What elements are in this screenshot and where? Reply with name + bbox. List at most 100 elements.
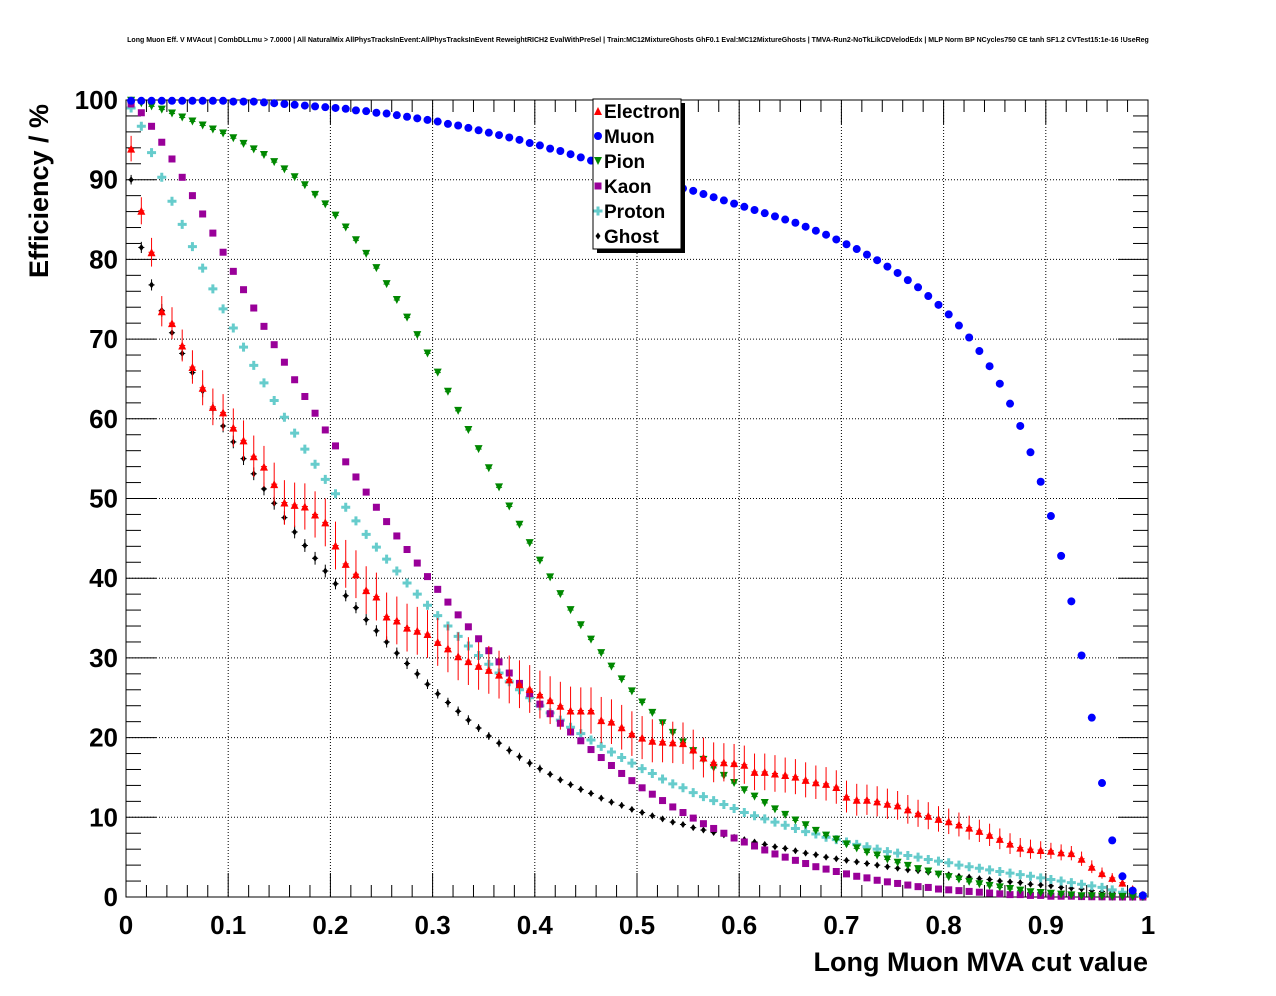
- series-proton: [126, 103, 1148, 901]
- data-point: [986, 889, 994, 897]
- data-point: [924, 811, 933, 820]
- data-point: [618, 769, 626, 777]
- data-point: [219, 96, 228, 105]
- data-point: [373, 627, 379, 635]
- data-point: [1087, 881, 1097, 891]
- data-point: [1087, 713, 1096, 722]
- data-point: [792, 847, 798, 855]
- data-point: [729, 804, 739, 814]
- data-point: [157, 96, 166, 105]
- data-point: [127, 96, 136, 105]
- data-point: [709, 193, 718, 202]
- data-point: [1058, 883, 1064, 891]
- data-point: [484, 128, 493, 137]
- data-point: [689, 186, 698, 195]
- data-point: [1077, 892, 1086, 901]
- data-point: [556, 701, 565, 710]
- data-point: [698, 792, 708, 802]
- data-point: [790, 823, 800, 833]
- data-point: [924, 883, 932, 891]
- data-point: [403, 623, 412, 632]
- data-point: [913, 852, 923, 862]
- data-point: [178, 173, 186, 181]
- data-point: [311, 190, 320, 199]
- data-point: [280, 165, 289, 174]
- data-point: [250, 304, 258, 312]
- data-point: [883, 878, 891, 886]
- data-point: [760, 814, 770, 824]
- data-point: [525, 539, 534, 548]
- data-point: [709, 758, 718, 767]
- data-point: [208, 402, 217, 411]
- data-point: [279, 412, 289, 422]
- data-point: [556, 590, 565, 599]
- data-point: [270, 158, 279, 167]
- data-point: [760, 209, 769, 218]
- data-point: [587, 635, 596, 644]
- data-point: [505, 133, 514, 142]
- data-point: [219, 248, 227, 256]
- data-point: [1046, 874, 1056, 884]
- data-point: [535, 690, 544, 699]
- data-point: [229, 267, 237, 275]
- data-point: [720, 829, 728, 837]
- data-point: [690, 824, 696, 832]
- data-point: [413, 559, 421, 567]
- data-point: [852, 245, 861, 254]
- data-point: [933, 856, 943, 866]
- data-point: [310, 459, 320, 469]
- data-point: [464, 623, 472, 631]
- legend-label-kaon: Kaon: [604, 177, 652, 198]
- data-point: [781, 853, 789, 861]
- data-point: [893, 801, 902, 810]
- data-point: [474, 445, 483, 454]
- data-point: [321, 103, 330, 112]
- data-point: [638, 698, 647, 707]
- legend-label-pion: Pion: [604, 152, 645, 173]
- data-point: [1098, 779, 1107, 788]
- data-point: [954, 860, 964, 870]
- data-point: [147, 148, 157, 158]
- data-point: [740, 838, 748, 846]
- data-point: [638, 733, 647, 742]
- data-point: [188, 96, 197, 105]
- data-point: [903, 851, 913, 861]
- legend-label-muon: Muon: [604, 127, 655, 148]
- data-point: [496, 739, 502, 747]
- data-point: [435, 690, 441, 698]
- data-point: [414, 670, 420, 678]
- data-point: [351, 236, 360, 245]
- data-point: [914, 283, 923, 292]
- data-point: [689, 745, 698, 754]
- data-point: [311, 510, 320, 519]
- data-point: [239, 139, 248, 148]
- data-point: [924, 292, 933, 301]
- data-point: [454, 611, 462, 619]
- data-point: [259, 98, 268, 107]
- data-point: [954, 321, 963, 330]
- x-tick-label: 1: [1141, 910, 1155, 940]
- data-point: [382, 554, 392, 564]
- data-point: [659, 797, 667, 805]
- legend-marker-ghost: [595, 232, 601, 240]
- data-point: [392, 296, 401, 305]
- data-point: [832, 783, 841, 792]
- data-point: [167, 196, 177, 206]
- data-point: [680, 820, 686, 828]
- data-point: [801, 222, 810, 231]
- data-point: [985, 362, 994, 371]
- data-point: [290, 100, 299, 109]
- data-point: [362, 107, 371, 116]
- data-point: [208, 125, 217, 134]
- data-point: [1006, 399, 1015, 408]
- data-point: [637, 764, 647, 774]
- data-point: [607, 761, 615, 769]
- data-point: [1118, 892, 1127, 901]
- data-point: [495, 131, 504, 140]
- data-point: [863, 874, 871, 882]
- data-point: [208, 96, 217, 105]
- data-point: [300, 502, 309, 511]
- data-point: [392, 616, 401, 625]
- data-point: [290, 428, 300, 438]
